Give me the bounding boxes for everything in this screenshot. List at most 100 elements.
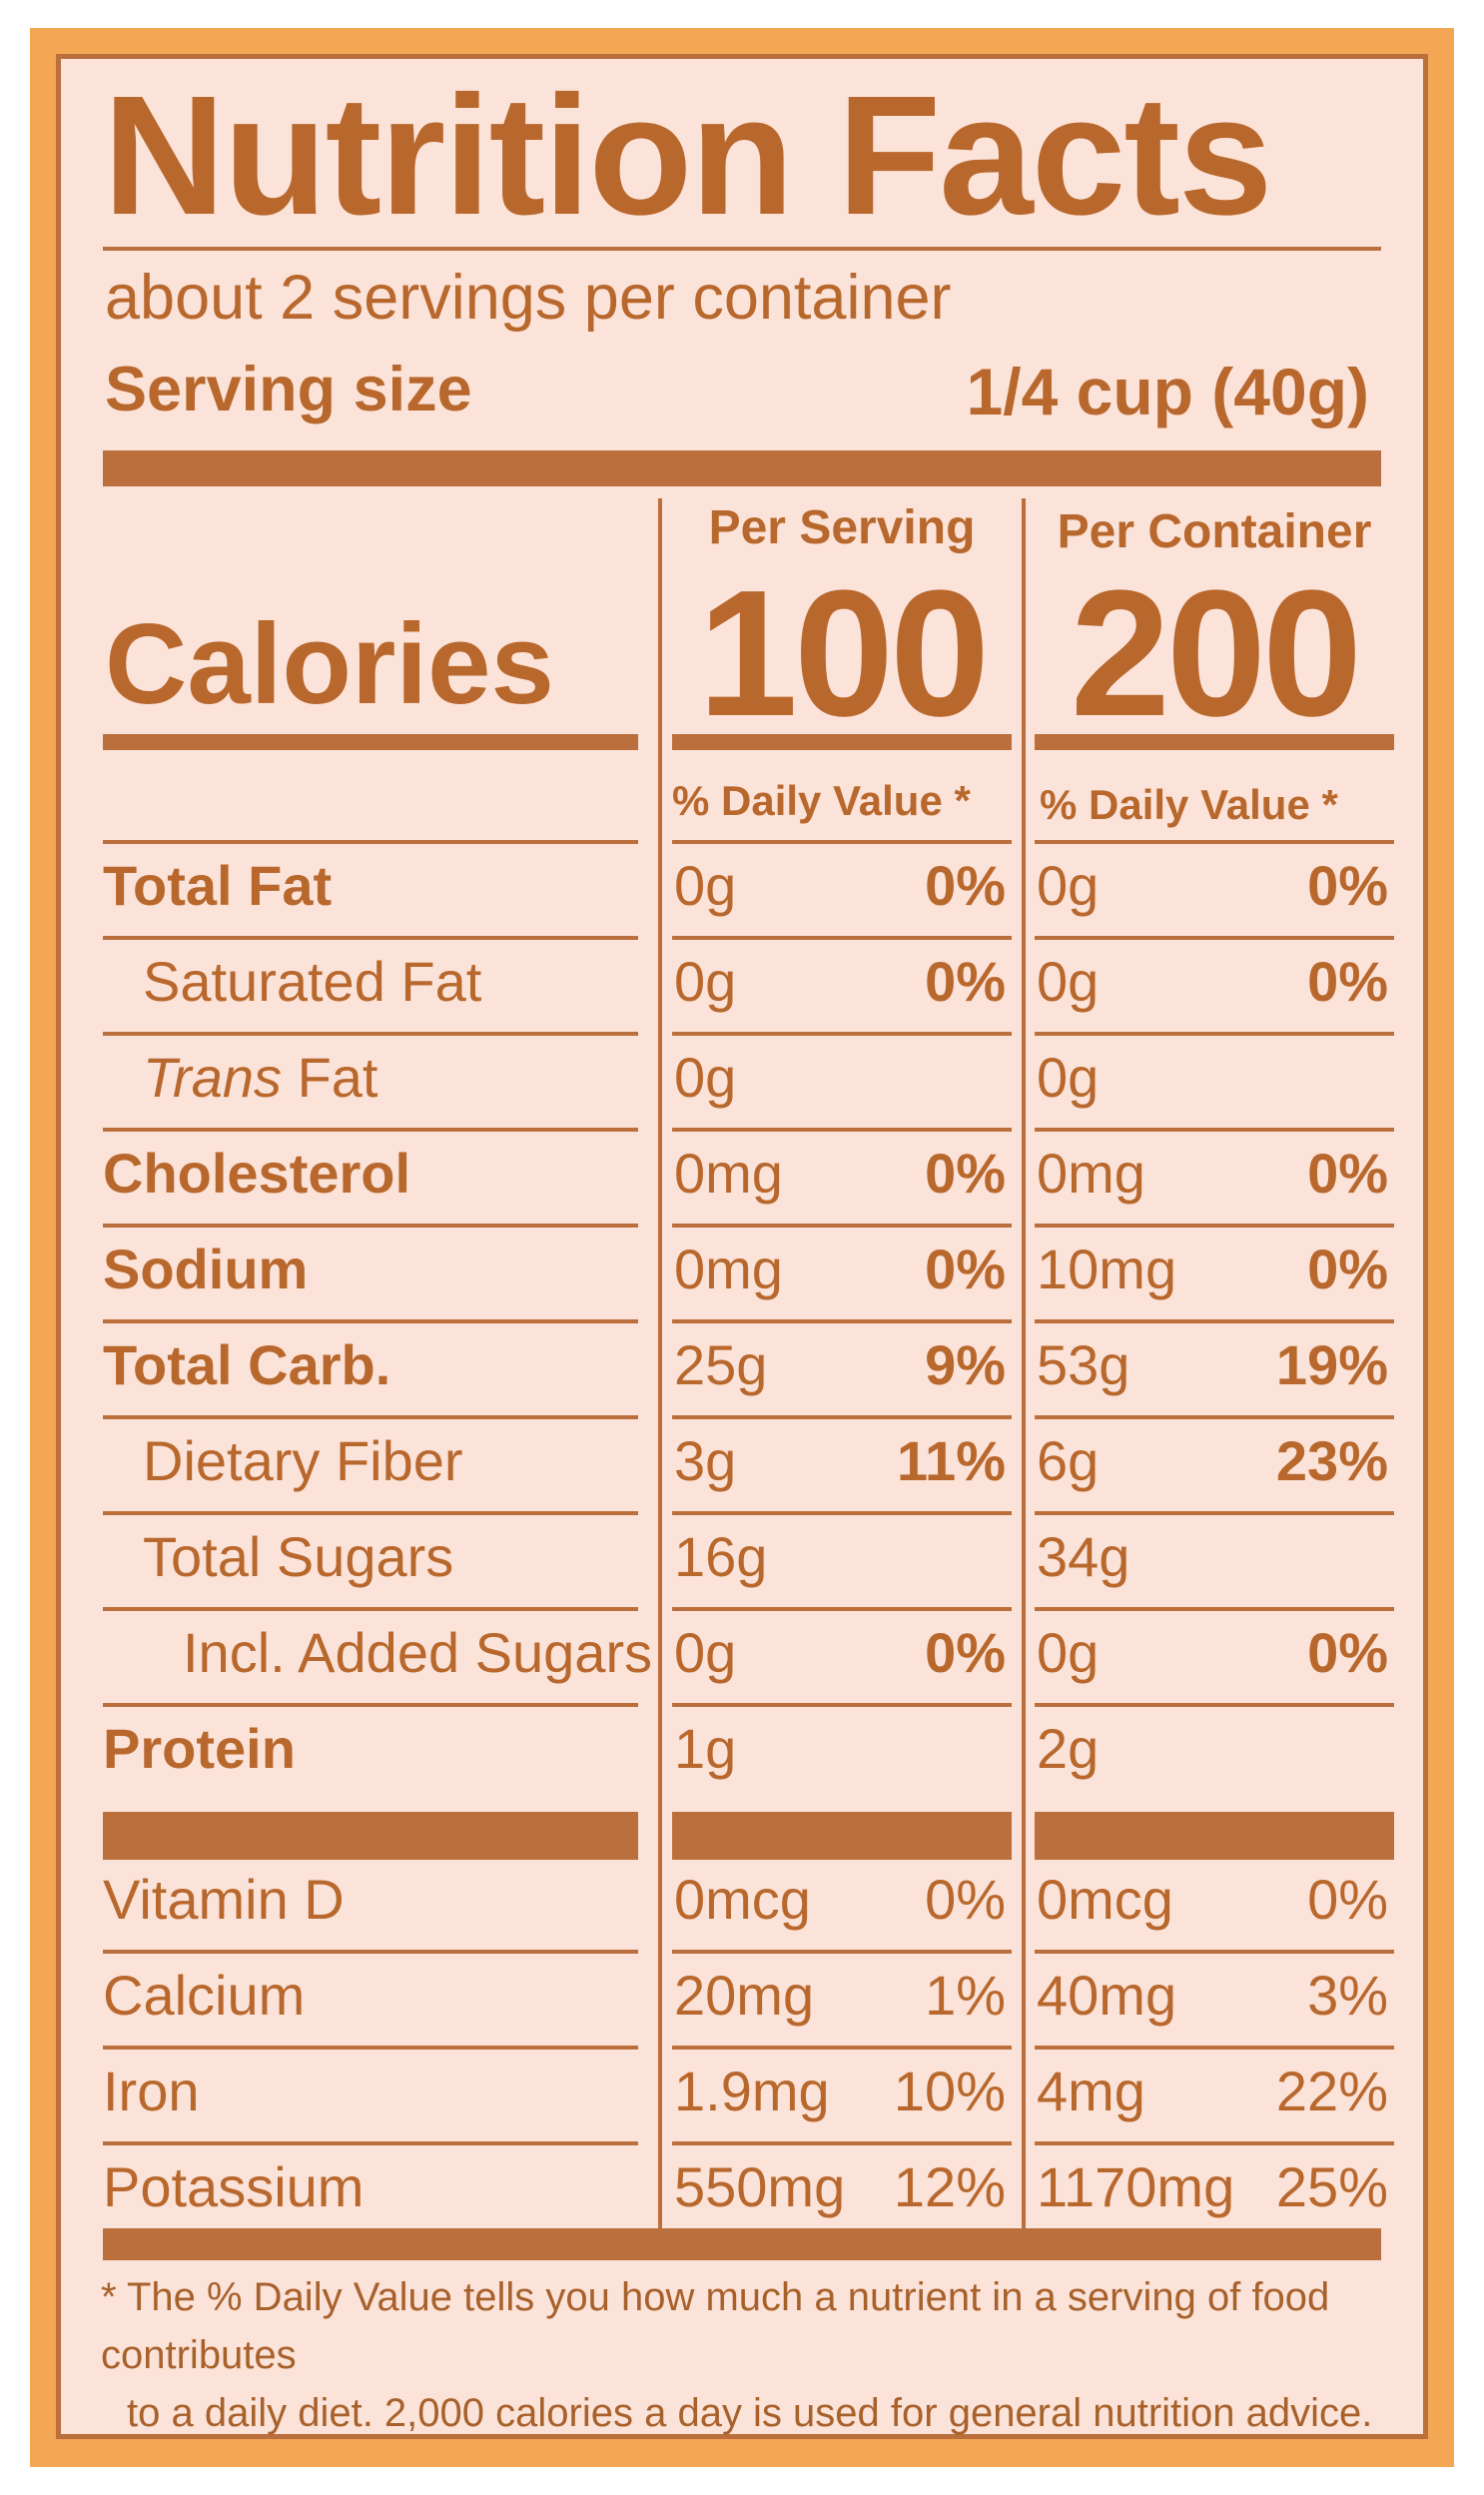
calories-per-serving: 100: [697, 553, 990, 754]
footnote-line-2: to a daily diet. 2,000 calories a day is…: [127, 2391, 1373, 2435]
container-daily-value: 3%: [1307, 1964, 1388, 2027]
container-daily-value: 0%: [1307, 950, 1388, 1013]
calories-bar-left: [103, 734, 638, 750]
row-divider: [103, 1607, 638, 1611]
row-divider: [672, 2141, 1012, 2145]
container-amount: 40mg: [1037, 1964, 1177, 2027]
row-divider: [103, 1319, 638, 1323]
serving-amount: 0g: [674, 854, 737, 917]
nutrient-name: Potassium: [103, 2155, 365, 2218]
container-daily-value: 23%: [1275, 1429, 1388, 1492]
serving-daily-value: 0%: [925, 1868, 1006, 1931]
label-title: Nutrition Facts: [103, 61, 1272, 251]
container-daily-value: 22%: [1275, 2060, 1388, 2122]
row-divider: [1035, 840, 1394, 844]
container-daily-value: 0%: [1307, 1238, 1388, 1300]
column-divider-right: [1022, 498, 1026, 2228]
vitamin-bar-right: [1035, 1812, 1394, 1860]
serving-daily-value: 0%: [925, 950, 1006, 1013]
row-divider: [672, 1032, 1012, 1036]
row-divider: [672, 1950, 1012, 1954]
serving-amount: 25g: [674, 1333, 768, 1396]
row-divider: [103, 1950, 638, 1954]
row-divider: [672, 1224, 1012, 1228]
container-amount: 53g: [1037, 1333, 1130, 1396]
calories-bar-mid: [672, 734, 1012, 750]
row-divider: [103, 936, 638, 940]
row-divider: [1035, 1224, 1394, 1228]
row-divider: [672, 1319, 1012, 1323]
nutrient-name: Cholesterol: [103, 1142, 411, 1205]
serving-amount: 3g: [674, 1429, 737, 1492]
row-divider: [103, 1511, 638, 1515]
row-divider: [672, 840, 1012, 844]
container-amount: 6g: [1037, 1429, 1100, 1492]
container-amount: 0g: [1037, 950, 1100, 1013]
serving-daily-value: 11%: [897, 1429, 1006, 1492]
footnote-line-1: * The % Daily Value tells you how much a…: [101, 2275, 1330, 2377]
serving-daily-value: 1%: [925, 1964, 1006, 2027]
nutrient-name: Total Sugars: [143, 1525, 454, 1588]
servings-per-container: about 2 servings per container: [105, 263, 952, 333]
row-divider: [1035, 1511, 1394, 1515]
serving-amount: 0g: [674, 950, 737, 1013]
container-daily-value: 0%: [1307, 1621, 1388, 1684]
container-amount: 0mcg: [1037, 1868, 1173, 1931]
serving-daily-value: 9%: [925, 1333, 1006, 1396]
title-divider: [103, 247, 1381, 251]
serving-daily-value: 10%: [893, 2060, 1006, 2122]
nutrition-facts-panel: Nutrition Facts about 2 servings per con…: [56, 54, 1428, 2439]
row-divider: [1035, 1032, 1394, 1036]
row-divider: [1035, 1319, 1394, 1323]
nutrient-name: Saturated Fat: [143, 950, 482, 1013]
row-divider: [103, 840, 638, 844]
serving-amount: 20mg: [674, 1964, 815, 2027]
calories-per-container: 200: [1070, 553, 1362, 754]
nutrient-name: Calcium: [103, 1964, 306, 2027]
row-divider: [1035, 936, 1394, 940]
row-divider: [1035, 2046, 1394, 2050]
container-daily-value: 0%: [1307, 854, 1388, 917]
nutrient-name-italic: Trans: [143, 1046, 282, 1109]
nutrient-name: Incl. Added Sugars: [183, 1621, 653, 1684]
serving-amount: 1.9mg: [674, 2060, 830, 2122]
row-divider: [1035, 1607, 1394, 1611]
nutrient-name: Vitamin D: [103, 1868, 345, 1931]
row-divider: [672, 936, 1012, 940]
nutrient-name: Iron: [103, 2060, 200, 2122]
row-divider: [103, 1032, 638, 1036]
container-amount: 1170mg: [1037, 2155, 1235, 2218]
container-daily-value: 0%: [1307, 1868, 1388, 1931]
container-daily-value: 0%: [1307, 1142, 1388, 1205]
daily-value-heading-container: % Daily Value *: [1040, 781, 1338, 828]
serving-size-label: Serving size: [105, 355, 472, 424]
calories-bar-right: [1035, 734, 1394, 750]
serving-daily-value: 0%: [925, 1238, 1006, 1300]
calories-label: Calories: [105, 601, 554, 728]
serving-daily-value: 0%: [925, 854, 1006, 917]
nutrient-name: Trans Fat: [143, 1050, 377, 1106]
row-divider: [672, 1607, 1012, 1611]
container-amount: 2g: [1037, 1717, 1100, 1780]
vitamin-bar-left: [103, 1812, 638, 1860]
nutrient-name: Total Fat: [103, 854, 333, 917]
row-divider: [103, 1703, 638, 1707]
serving-amount: 550mg: [674, 2155, 846, 2218]
row-divider: [672, 1128, 1012, 1132]
per-container-heading: Per Container: [1057, 505, 1372, 558]
vitamin-bar-mid: [672, 1812, 1012, 1860]
nutrient-name: Protein: [103, 1717, 296, 1780]
row-divider: [1035, 2141, 1394, 2145]
row-divider: [1035, 1128, 1394, 1132]
serving-amount: 0mg: [674, 1142, 783, 1205]
container-amount: 4mg: [1037, 2060, 1145, 2122]
row-divider: [103, 1415, 638, 1419]
serving-daily-value: 12%: [893, 2155, 1006, 2218]
container-amount: 0mg: [1037, 1142, 1145, 1205]
serving-amount: 1g: [674, 1717, 737, 1780]
nutrient-name-rest: Fat: [297, 1046, 378, 1109]
serving-daily-value: 0%: [925, 1621, 1006, 1684]
serving-daily-value: 0%: [925, 1142, 1006, 1205]
nutrient-name: Dietary Fiber: [143, 1429, 463, 1492]
row-divider: [672, 1703, 1012, 1707]
